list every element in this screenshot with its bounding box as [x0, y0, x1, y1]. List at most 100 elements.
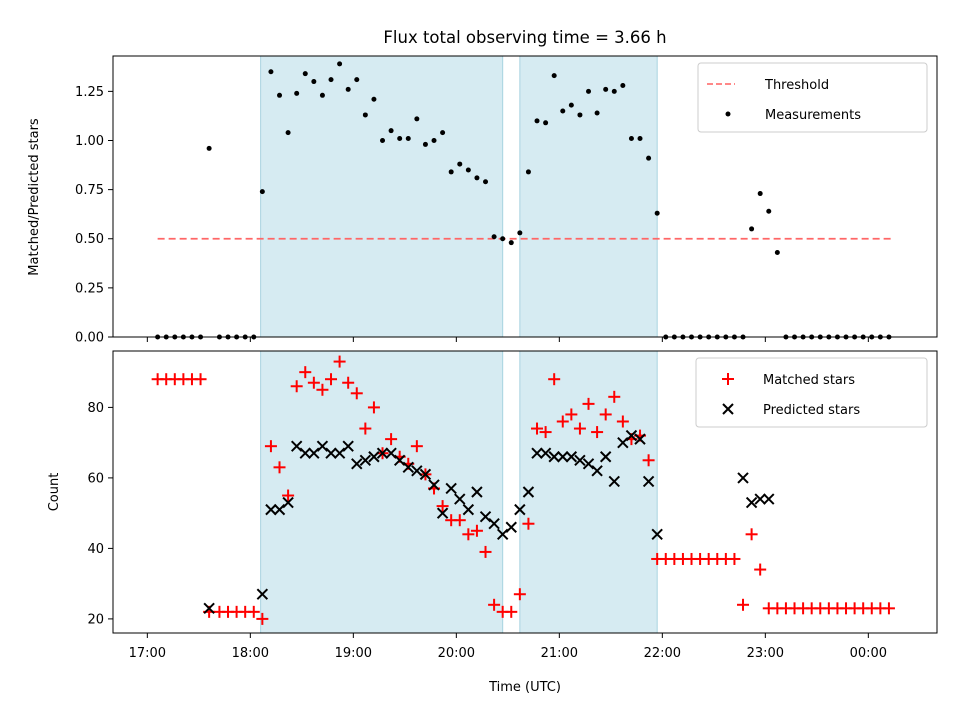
predicted-star-point — [376, 447, 389, 459]
predicted-star-point — [265, 503, 277, 516]
predicted-star-point — [316, 440, 329, 452]
y-tick-label: 40 — [87, 542, 104, 557]
predicted-star-point — [548, 451, 560, 463]
matched-star-point — [573, 422, 586, 435]
measurement-point — [500, 236, 506, 242]
matched-star-point — [367, 401, 380, 414]
matched-star-point — [470, 524, 483, 537]
measurement-point — [397, 136, 403, 142]
matched-star-point — [359, 422, 372, 435]
matched-star-point — [737, 598, 750, 611]
predicted-star-point — [471, 486, 483, 498]
matched-star-point — [548, 373, 561, 386]
legend-measurements-swatch — [725, 111, 731, 117]
matched-star-point — [531, 422, 544, 435]
measurement-point — [586, 88, 592, 94]
predicted-star-point — [462, 503, 475, 516]
measurement-point — [319, 92, 325, 98]
measurement-point — [757, 191, 763, 197]
predicted-star-point — [342, 440, 354, 452]
measurement-point — [354, 77, 360, 83]
predicted-star-point — [445, 482, 457, 495]
count-plot-legend: Matched stars Predicted stars — [695, 357, 928, 428]
matched-star-point — [410, 440, 423, 453]
measurement-point — [285, 130, 291, 136]
ratio-plot-y-label: Matched/Predicted stars — [27, 118, 42, 276]
x-tick-label: 18:00 — [232, 646, 269, 661]
predicted-star-point — [393, 454, 406, 466]
predicted-star-point — [737, 472, 749, 484]
matched-star-point — [453, 514, 466, 527]
count-plot: 17:00 18:00 19:00 20:00 21:00 22:00 23:00 00:00… — [47, 350, 938, 695]
y-tick-label: 1.00 — [75, 134, 104, 149]
matched-star-point — [591, 426, 604, 439]
measurement-point — [525, 169, 531, 175]
y-tick-label: 20 — [87, 612, 104, 627]
matched-star-point — [582, 397, 595, 410]
predicted-star-point — [608, 475, 620, 488]
measurement-point — [268, 69, 274, 75]
measurement-point — [560, 108, 566, 114]
measurement-point — [766, 208, 772, 214]
measurement-point — [457, 161, 463, 167]
predicted-star-point — [419, 468, 432, 481]
predicted-star-point — [203, 602, 215, 615]
predicted-star-point — [273, 503, 286, 516]
legend-measurements-label: Measurements — [765, 108, 861, 123]
measurement-point — [465, 167, 471, 173]
measurement-point — [311, 79, 317, 85]
matched-star-point — [754, 563, 767, 576]
x-tick-label: 20:00 — [438, 646, 475, 661]
measurement-point — [620, 82, 626, 88]
ratio-plot-y-ticks: 0.00 0.25 0.50 0.75 1.00 1.25 — [75, 85, 113, 346]
predicted-star-point — [496, 528, 509, 541]
measurement-point — [206, 145, 212, 151]
x-tick-label: 22:00 — [644, 646, 681, 661]
predicted-star-point — [642, 475, 655, 488]
measurement-point — [491, 234, 497, 240]
measurement-point — [654, 210, 660, 216]
legend-matched-label: Matched stars — [763, 373, 855, 388]
legend-threshold-label: Threshold — [764, 78, 829, 93]
measurement-point — [483, 179, 489, 185]
matched-star-point — [556, 415, 569, 428]
measurement-point — [380, 137, 386, 143]
matched-star-point — [342, 376, 355, 389]
predicted-star-point — [351, 458, 363, 470]
predicted-star-point — [411, 465, 423, 477]
predicted-star-point — [428, 479, 440, 491]
predicted-star-point — [402, 461, 414, 474]
measurement-point — [611, 88, 617, 94]
predicted-star-point — [385, 447, 397, 459]
predicted-star-point — [325, 447, 337, 459]
matched-star-point — [608, 390, 621, 403]
matched-star-point — [462, 528, 475, 541]
predicted-star-point — [651, 528, 663, 541]
ratio-plot-frame — [112, 55, 938, 338]
matched-star-point — [728, 552, 741, 565]
observing-intervals — [260, 350, 658, 634]
y-tick-label: 0.75 — [75, 183, 104, 198]
count-plot-y-label: Count — [47, 473, 62, 512]
predicted-star-point — [308, 447, 320, 459]
matched-star-point — [565, 408, 578, 421]
matched-star-point — [325, 373, 338, 386]
matched-star-point — [282, 489, 295, 502]
measurement-point — [388, 128, 394, 134]
predicted-star-point — [565, 451, 578, 463]
ratio-legend-box — [697, 62, 928, 133]
predicted-star-point — [299, 447, 311, 459]
x-tick-label: 21:00 — [541, 646, 578, 661]
predicted-star-point — [634, 433, 646, 445]
predicted-star-point — [256, 588, 269, 600]
measurement-point — [517, 230, 523, 236]
legend-predicted-swatch — [722, 403, 734, 415]
ratio-plot-legend: Threshold Measurements — [697, 62, 928, 133]
predicted-star-point — [333, 447, 346, 459]
matched-star-point — [505, 605, 518, 618]
predicted-star-point — [625, 429, 638, 442]
measurement-point — [568, 102, 574, 108]
matched-star-point — [522, 517, 535, 530]
observing-interval — [260, 55, 504, 338]
predicted-star-point — [539, 447, 552, 459]
